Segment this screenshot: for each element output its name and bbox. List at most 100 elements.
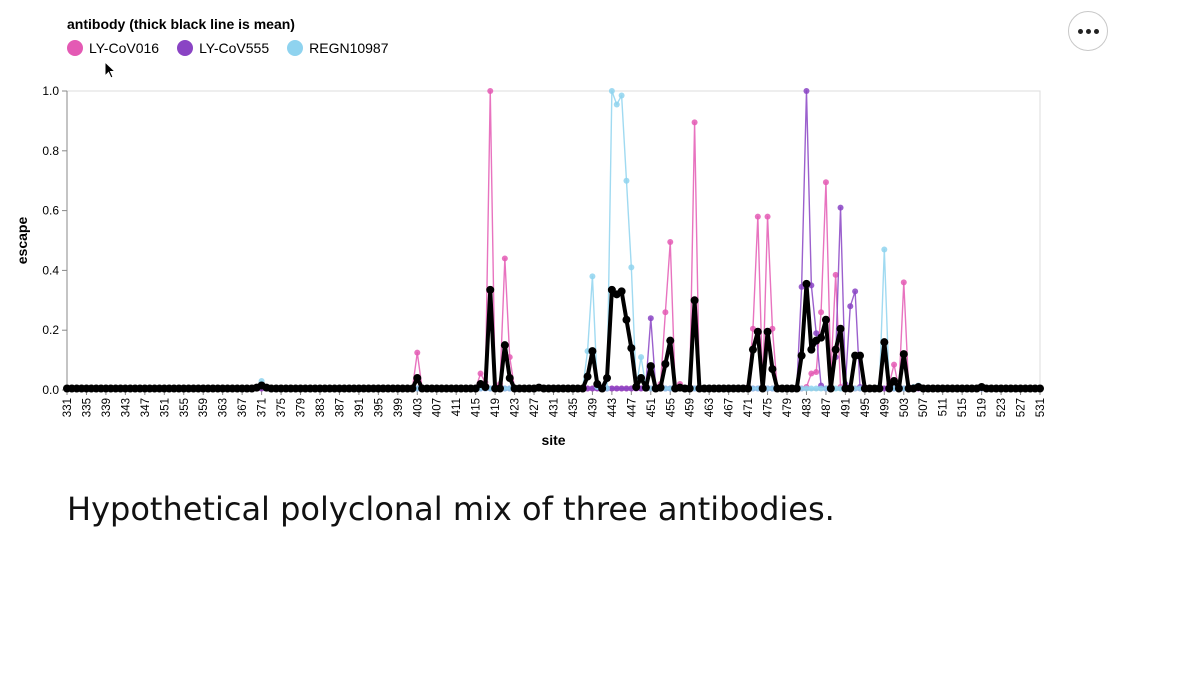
- y-tick-label: 0.0: [42, 383, 59, 397]
- x-tick-label: 491: [840, 398, 852, 417]
- series-line-regn10987: [67, 90, 1040, 390]
- legend-label: LY-CoV016: [89, 40, 160, 56]
- x-axis-title: site: [541, 432, 565, 448]
- data-point-mean: [792, 384, 801, 393]
- data-point-ly-cov016: [818, 309, 825, 316]
- x-tick-label: 411: [451, 398, 463, 416]
- more-horizontal-icon: [1077, 28, 1083, 34]
- data-point-mean: [744, 384, 753, 393]
- data-point-ly-cov555: [647, 315, 654, 322]
- data-point-ly-cov016: [808, 370, 815, 377]
- series-line-ly-cov555: [67, 90, 1040, 390]
- data-point-ly-cov555: [618, 385, 625, 392]
- data-point-mean: [807, 345, 816, 354]
- x-tick-label: 363: [218, 398, 230, 417]
- x-tick-label: 531: [1035, 398, 1047, 417]
- x-tick-label: 391: [354, 398, 366, 417]
- x-tick-label: 347: [140, 398, 152, 417]
- data-point-mean: [413, 374, 422, 383]
- x-tick-label: 515: [957, 398, 969, 417]
- x-tick-label: 383: [315, 398, 327, 417]
- x-tick-label: 471: [743, 398, 755, 417]
- data-point-mean: [763, 327, 772, 336]
- data-point-mean: [826, 384, 835, 393]
- data-point-regn10987: [881, 246, 888, 253]
- data-point-ly-cov555: [837, 204, 844, 211]
- more-horizontal-icon: [1085, 28, 1091, 34]
- x-tick-label: 523: [996, 398, 1008, 417]
- legend-label: REGN10987: [309, 40, 389, 56]
- y-tick-label: 0.8: [42, 144, 59, 158]
- more-options-button[interactable]: [1068, 11, 1108, 51]
- legend-item-ly-cov016[interactable]: LY-CoV016: [67, 40, 159, 56]
- data-point-regn10987: [803, 385, 810, 392]
- series-ly-cov016: [64, 88, 1043, 392]
- y-tick-label: 0.2: [42, 323, 59, 337]
- data-point-mean: [836, 324, 845, 333]
- data-point-ly-cov555: [589, 385, 596, 392]
- data-point-ly-cov016: [487, 88, 494, 94]
- x-tick-label: 451: [646, 398, 658, 417]
- data-point-regn10987: [613, 101, 620, 108]
- data-point-ly-cov016: [662, 309, 669, 316]
- data-point-regn10987: [618, 92, 625, 99]
- data-point-mean: [632, 383, 641, 392]
- series-line-ly-cov016: [67, 90, 1040, 390]
- x-tick-label: 439: [587, 398, 599, 417]
- x-tick-label: 335: [81, 398, 93, 417]
- legend-item-regn10987[interactable]: REGN10987: [287, 40, 389, 56]
- data-point-mean: [880, 338, 889, 347]
- x-tick-label: 339: [101, 398, 113, 417]
- data-point-ly-cov016: [900, 279, 907, 286]
- data-point-mean: [899, 350, 908, 359]
- data-point-mean: [588, 347, 597, 356]
- x-tick-label: 435: [568, 398, 580, 417]
- x-tick-label: 343: [120, 398, 132, 417]
- x-tick-label: 467: [724, 398, 736, 417]
- legend-item-ly-cov555[interactable]: LY-CoV555: [177, 40, 269, 56]
- data-point-ly-cov016: [691, 119, 698, 126]
- y-axis-title: escape: [14, 217, 30, 265]
- x-tick-label: 403: [412, 398, 424, 417]
- data-point-mean: [617, 287, 626, 296]
- x-tick-label: 455: [665, 398, 677, 417]
- legend-swatch-ly-cov016: [67, 40, 83, 56]
- x-tick-label: 479: [782, 398, 794, 417]
- data-point-regn10987: [589, 273, 596, 280]
- data-point-mean: [505, 374, 514, 383]
- data-point-ly-cov555: [847, 303, 854, 310]
- legend: LY-CoV016 LY-CoV555 REGN10987: [67, 40, 407, 56]
- x-tick-label: 399: [393, 398, 405, 417]
- data-point-mean: [627, 344, 636, 353]
- data-point-regn10987: [628, 264, 635, 271]
- data-point-ly-cov016: [822, 179, 829, 186]
- series-ly-cov555: [64, 88, 1043, 392]
- data-point-mean: [831, 345, 840, 354]
- legend-label: LY-CoV555: [199, 40, 270, 56]
- data-point-mean: [685, 384, 694, 393]
- data-point-mean: [758, 384, 767, 393]
- data-point-ly-cov016: [477, 370, 484, 377]
- data-point-mean: [486, 285, 495, 294]
- x-tick-label: 351: [159, 398, 171, 417]
- data-point-regn10987: [638, 354, 645, 361]
- x-tick-label: 427: [529, 398, 541, 417]
- data-point-mean: [603, 374, 612, 383]
- y-tick-label: 1.0: [42, 84, 59, 98]
- x-tick-label: 387: [334, 398, 346, 417]
- data-point-mean: [598, 384, 607, 393]
- data-point-mean: [690, 296, 699, 305]
- data-point-ly-cov555: [852, 288, 859, 295]
- data-point-mean: [894, 384, 903, 393]
- data-point-regn10987: [813, 385, 820, 392]
- x-tick-label: 407: [432, 398, 444, 417]
- y-tick-label: 0.6: [42, 204, 59, 218]
- series-regn10987: [64, 88, 1043, 392]
- x-tick-label: 431: [549, 398, 561, 417]
- data-point-mean: [753, 327, 762, 336]
- caption: Hypothetical polyclonal mix of three ant…: [67, 490, 835, 528]
- data-point-mean: [656, 383, 665, 392]
- x-tick-label: 367: [237, 398, 249, 417]
- data-point-mean: [622, 315, 631, 324]
